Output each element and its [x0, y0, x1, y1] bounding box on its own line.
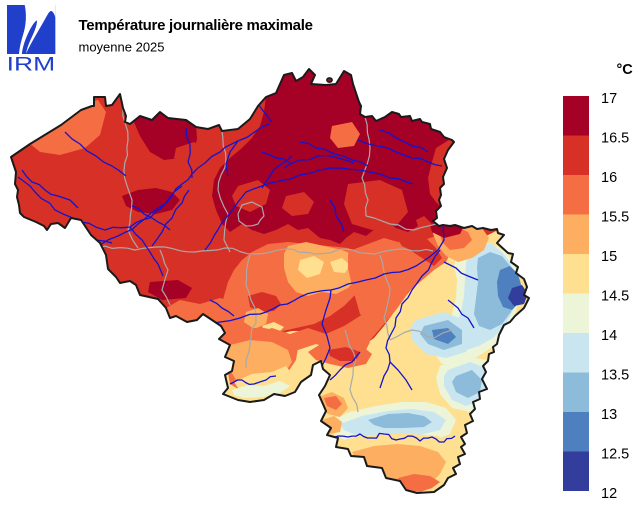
svg-text:16.5: 16.5	[601, 131, 629, 147]
svg-text:IRM: IRM	[7, 54, 56, 76]
svg-text:14.5: 14.5	[601, 289, 629, 305]
svg-text:15.5: 15.5	[601, 210, 629, 226]
svg-text:15: 15	[601, 249, 617, 265]
svg-text:13.5: 13.5	[601, 368, 629, 384]
svg-text:12.5: 12.5	[601, 447, 629, 463]
svg-text:°C: °C	[617, 62, 634, 78]
svg-text:17: 17	[601, 91, 617, 107]
svg-text:13: 13	[601, 407, 617, 423]
svg-text:14: 14	[601, 328, 617, 344]
svg-text:16: 16	[601, 170, 617, 186]
svg-text:Température journalière maxima: Température journalière maximale	[79, 17, 313, 34]
svg-text:moyenne 2025: moyenne 2025	[79, 40, 165, 55]
svg-text:12: 12	[601, 486, 617, 502]
